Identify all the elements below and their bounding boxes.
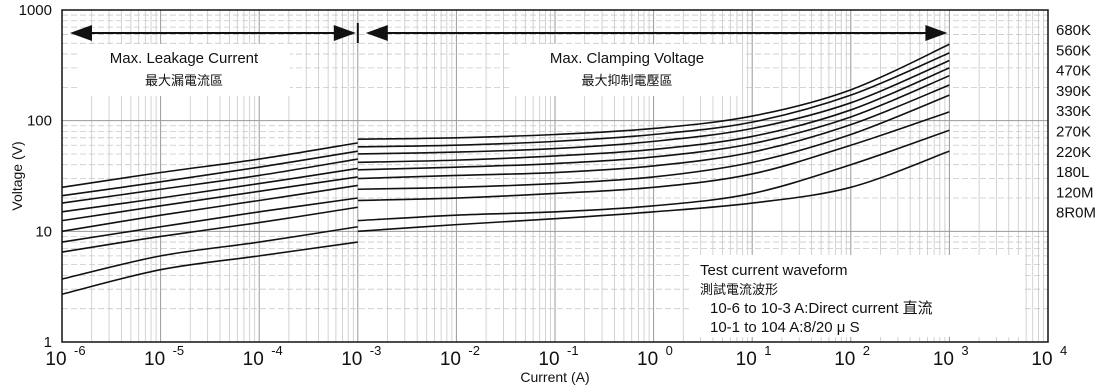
series-line-330k-clamp [357, 74, 950, 171]
x-tick-exponent: -1 [567, 343, 579, 358]
plot-area-frame [61, 9, 1049, 343]
legend-label-680k: 680K [1056, 22, 1091, 39]
region-arrow-left-head [70, 25, 92, 41]
annotation-title: Test current waveform [700, 262, 848, 279]
x-tick-label: 10 [834, 349, 855, 370]
x-tick-label: 10 [538, 349, 559, 370]
legend-label-330k: 330K [1056, 103, 1091, 120]
y-tick-label: 100 [27, 113, 52, 130]
x-tick-exponent: -4 [271, 343, 283, 358]
x-tick-exponent: -3 [370, 343, 382, 358]
region-arrow-left-head [365, 25, 388, 41]
series-layer [61, 43, 950, 296]
y-tick-label: 10 [35, 223, 52, 240]
series-line-270k-leakage [61, 184, 358, 233]
region-label-box [512, 44, 742, 96]
x-tick-label: 10 [637, 349, 658, 370]
series-line-680k-leakage [61, 142, 358, 189]
legend-label-390k: 390K [1056, 83, 1091, 100]
series-legend: 680K 560K 470K 390K 330K 270K 220K 180L 120M 8R0M [1056, 22, 1096, 222]
region-label-en: Max. Clamping Voltage [550, 50, 704, 67]
annotation-pulse-line: 10-1 to 104 A:8/20 μ S [710, 319, 860, 336]
y-tick-label: 1000 [19, 2, 52, 19]
series-line-220k-leakage [61, 197, 358, 243]
region-arrow-right-head [333, 25, 356, 41]
x-tick-label: 10 [736, 349, 757, 370]
x-tick-exponent: -5 [173, 343, 185, 358]
legend-label-470k: 470K [1056, 63, 1091, 80]
x-tick-exponent: 3 [961, 343, 968, 358]
x-tick-label: 10 [45, 349, 66, 370]
y-axis-tick-labels: 1 10 100 1000 [19, 2, 52, 351]
legend-label-270k: 270K [1056, 124, 1091, 141]
region-arrow-right-head [925, 25, 948, 41]
region-label-en: Max. Leakage Current [110, 50, 259, 67]
annotation-box-bg [692, 255, 1022, 337]
x-tick-exponent: 0 [666, 343, 673, 358]
region-label-zh: 最大抑制電壓區 [581, 74, 672, 89]
series-line-470k-leakage [61, 158, 358, 204]
series-line-270k-clamp [357, 84, 950, 180]
x-tick-exponent: 1 [764, 343, 771, 358]
x-tick-label: 10 [933, 349, 954, 370]
x-axis-tick-labels: 10 -6 10 -5 10 -4 10 -3 10 -2 10 -1 10 0 10 1 10 2 10 3 10 4 [45, 343, 1067, 370]
region-arrows [70, 23, 948, 43]
x-tick-exponent: -6 [74, 343, 86, 358]
y-axis-title: Voltage (V) [9, 141, 25, 210]
legend-label-180l: 180L [1056, 164, 1089, 181]
annotation-title-zh: 測試電流波形 [700, 282, 778, 298]
series-line-180l-leakage [61, 206, 358, 253]
x-axis-title: Current (A) [520, 369, 589, 385]
x-tick-exponent: -2 [468, 343, 480, 358]
series-line-560k-leakage [61, 150, 358, 197]
region-label-zh: 最大漏電流區 [145, 73, 223, 89]
legend-label-8r0m: 8R0M [1056, 205, 1096, 222]
x-tick-label: 10 [144, 349, 165, 370]
series-line-680k-clamp [357, 43, 950, 141]
series-line-560k-clamp [357, 52, 950, 148]
series-line-120m-leakage [61, 225, 358, 280]
legend-label-560k: 560K [1056, 42, 1091, 59]
test-waveform-annotation: Test current waveform 測試電流波形 10-6 to 10-3 … [692, 255, 1022, 337]
series-line-8r0m-leakage [61, 241, 358, 296]
x-tick-label: 10 [440, 349, 461, 370]
region-label-box [78, 44, 290, 96]
series-line-220k-clamp [357, 94, 950, 191]
x-tick-exponent: 4 [1060, 343, 1067, 358]
series-line-180l-clamp [357, 111, 950, 202]
legend-label-220k: 220K [1056, 144, 1091, 161]
series-line-330k-leakage [61, 176, 358, 222]
legend-label-120m: 120M [1056, 184, 1094, 201]
series-line-8r0m-clamp [357, 150, 950, 233]
x-tick-label: 10 [1031, 349, 1052, 370]
series-line-470k-clamp [357, 59, 950, 155]
series-line-390k-clamp [357, 67, 950, 164]
minor-gridlines [62, 10, 1048, 342]
x-tick-label: 10 [243, 349, 264, 370]
series-line-390k-leakage [61, 167, 358, 213]
series-line-120m-clamp [357, 129, 950, 222]
annotation-dc-line: 10-6 to 10-3 A:Direct current 直流 [710, 300, 933, 317]
x-tick-exponent: 2 [863, 343, 870, 358]
x-tick-label: 10 [341, 349, 362, 370]
region-labels: Max. Leakage Current 最大漏電流區 Max. Clamping … [78, 44, 742, 96]
y-tick-label: 1 [44, 334, 52, 351]
